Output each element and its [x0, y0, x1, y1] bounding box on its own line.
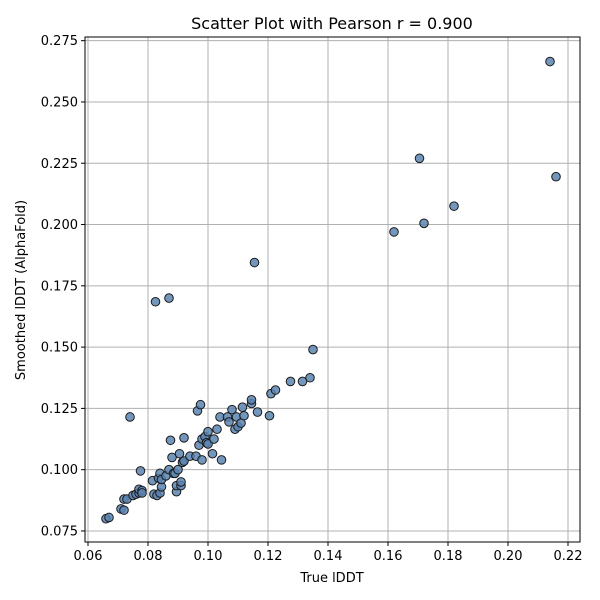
scatter-point [551, 171, 561, 182]
scatter-point [237, 402, 248, 412]
scatter-point [285, 376, 296, 387]
scatter-point [239, 410, 249, 421]
scatter-point [249, 257, 260, 268]
scatter-point [209, 434, 219, 444]
scatter-point [227, 404, 237, 415]
scatter-point [165, 435, 176, 446]
data-points [101, 56, 561, 524]
scatter-point [414, 153, 425, 164]
y-tick-label: 0.275 [41, 34, 78, 49]
scatter-point [137, 488, 147, 498]
scatter-point [135, 466, 146, 476]
scatter-point [179, 433, 189, 443]
y-axis-label: Smoothed lDDT (AlphaFold) [14, 200, 29, 380]
scatter-point [389, 227, 399, 237]
scatter-point [216, 455, 227, 465]
scatter-point [164, 293, 174, 303]
scatter-point [252, 407, 263, 417]
scatter-point [449, 201, 459, 211]
scatter-point [305, 372, 315, 383]
y-tick-label: 0.150 [41, 341, 78, 356]
scatter-point [246, 395, 257, 405]
y-tick-label: 0.250 [41, 95, 78, 110]
scatter-point [150, 296, 161, 307]
scatter-point [173, 464, 183, 475]
y-tick-label: 0.175 [41, 279, 78, 294]
scatter-point [419, 218, 429, 229]
x-tick-label: 0.16 [374, 549, 403, 564]
y-tick-label: 0.125 [41, 402, 78, 417]
x-tick-label: 0.06 [74, 549, 103, 564]
scatter-point [264, 410, 275, 421]
scatter-point [545, 56, 555, 67]
x-tick-label: 0.10 [194, 549, 223, 564]
scatter-point [207, 448, 218, 459]
scatter-point [125, 412, 135, 422]
x-tick-label: 0.20 [494, 549, 523, 564]
y-axis-ticks: 0.075 0.100 0.125 0.150 0.175 0.200 0.225 0.250… [41, 34, 85, 539]
x-axis-label: True lDDT [299, 571, 363, 586]
chart-title: Scatter Plot with Pearson r = 0.900 [191, 14, 473, 33]
scatter-point [167, 452, 177, 463]
scatter-point [203, 426, 213, 437]
scatter-point [174, 448, 185, 459]
scatter-point [104, 512, 114, 523]
x-tick-label: 0.18 [434, 549, 463, 564]
scatter-point [224, 417, 234, 427]
plot-frame [84, 36, 581, 543]
scatter-point [176, 477, 186, 487]
y-tick-label: 0.075 [41, 524, 78, 539]
x-tick-label: 0.22 [554, 549, 583, 564]
scatter-point [212, 424, 222, 435]
x-tick-label: 0.12 [254, 549, 283, 564]
x-tick-label: 0.08 [134, 549, 163, 564]
scatter-point [308, 344, 318, 355]
x-axis-ticks: 0.06 0.08 0.10 0.12 0.14 0.16 0.18 0.20 0.22 [74, 542, 583, 564]
y-tick-label: 0.100 [41, 463, 78, 478]
scatter-point [195, 399, 206, 410]
y-tick-label: 0.200 [41, 218, 78, 233]
scatter-point [119, 505, 129, 515]
scatter-point [297, 376, 308, 387]
y-tick-label: 0.225 [41, 157, 78, 172]
scatter-point [197, 455, 207, 465]
scatter-point [270, 385, 281, 395]
x-tick-label: 0.14 [314, 549, 343, 564]
